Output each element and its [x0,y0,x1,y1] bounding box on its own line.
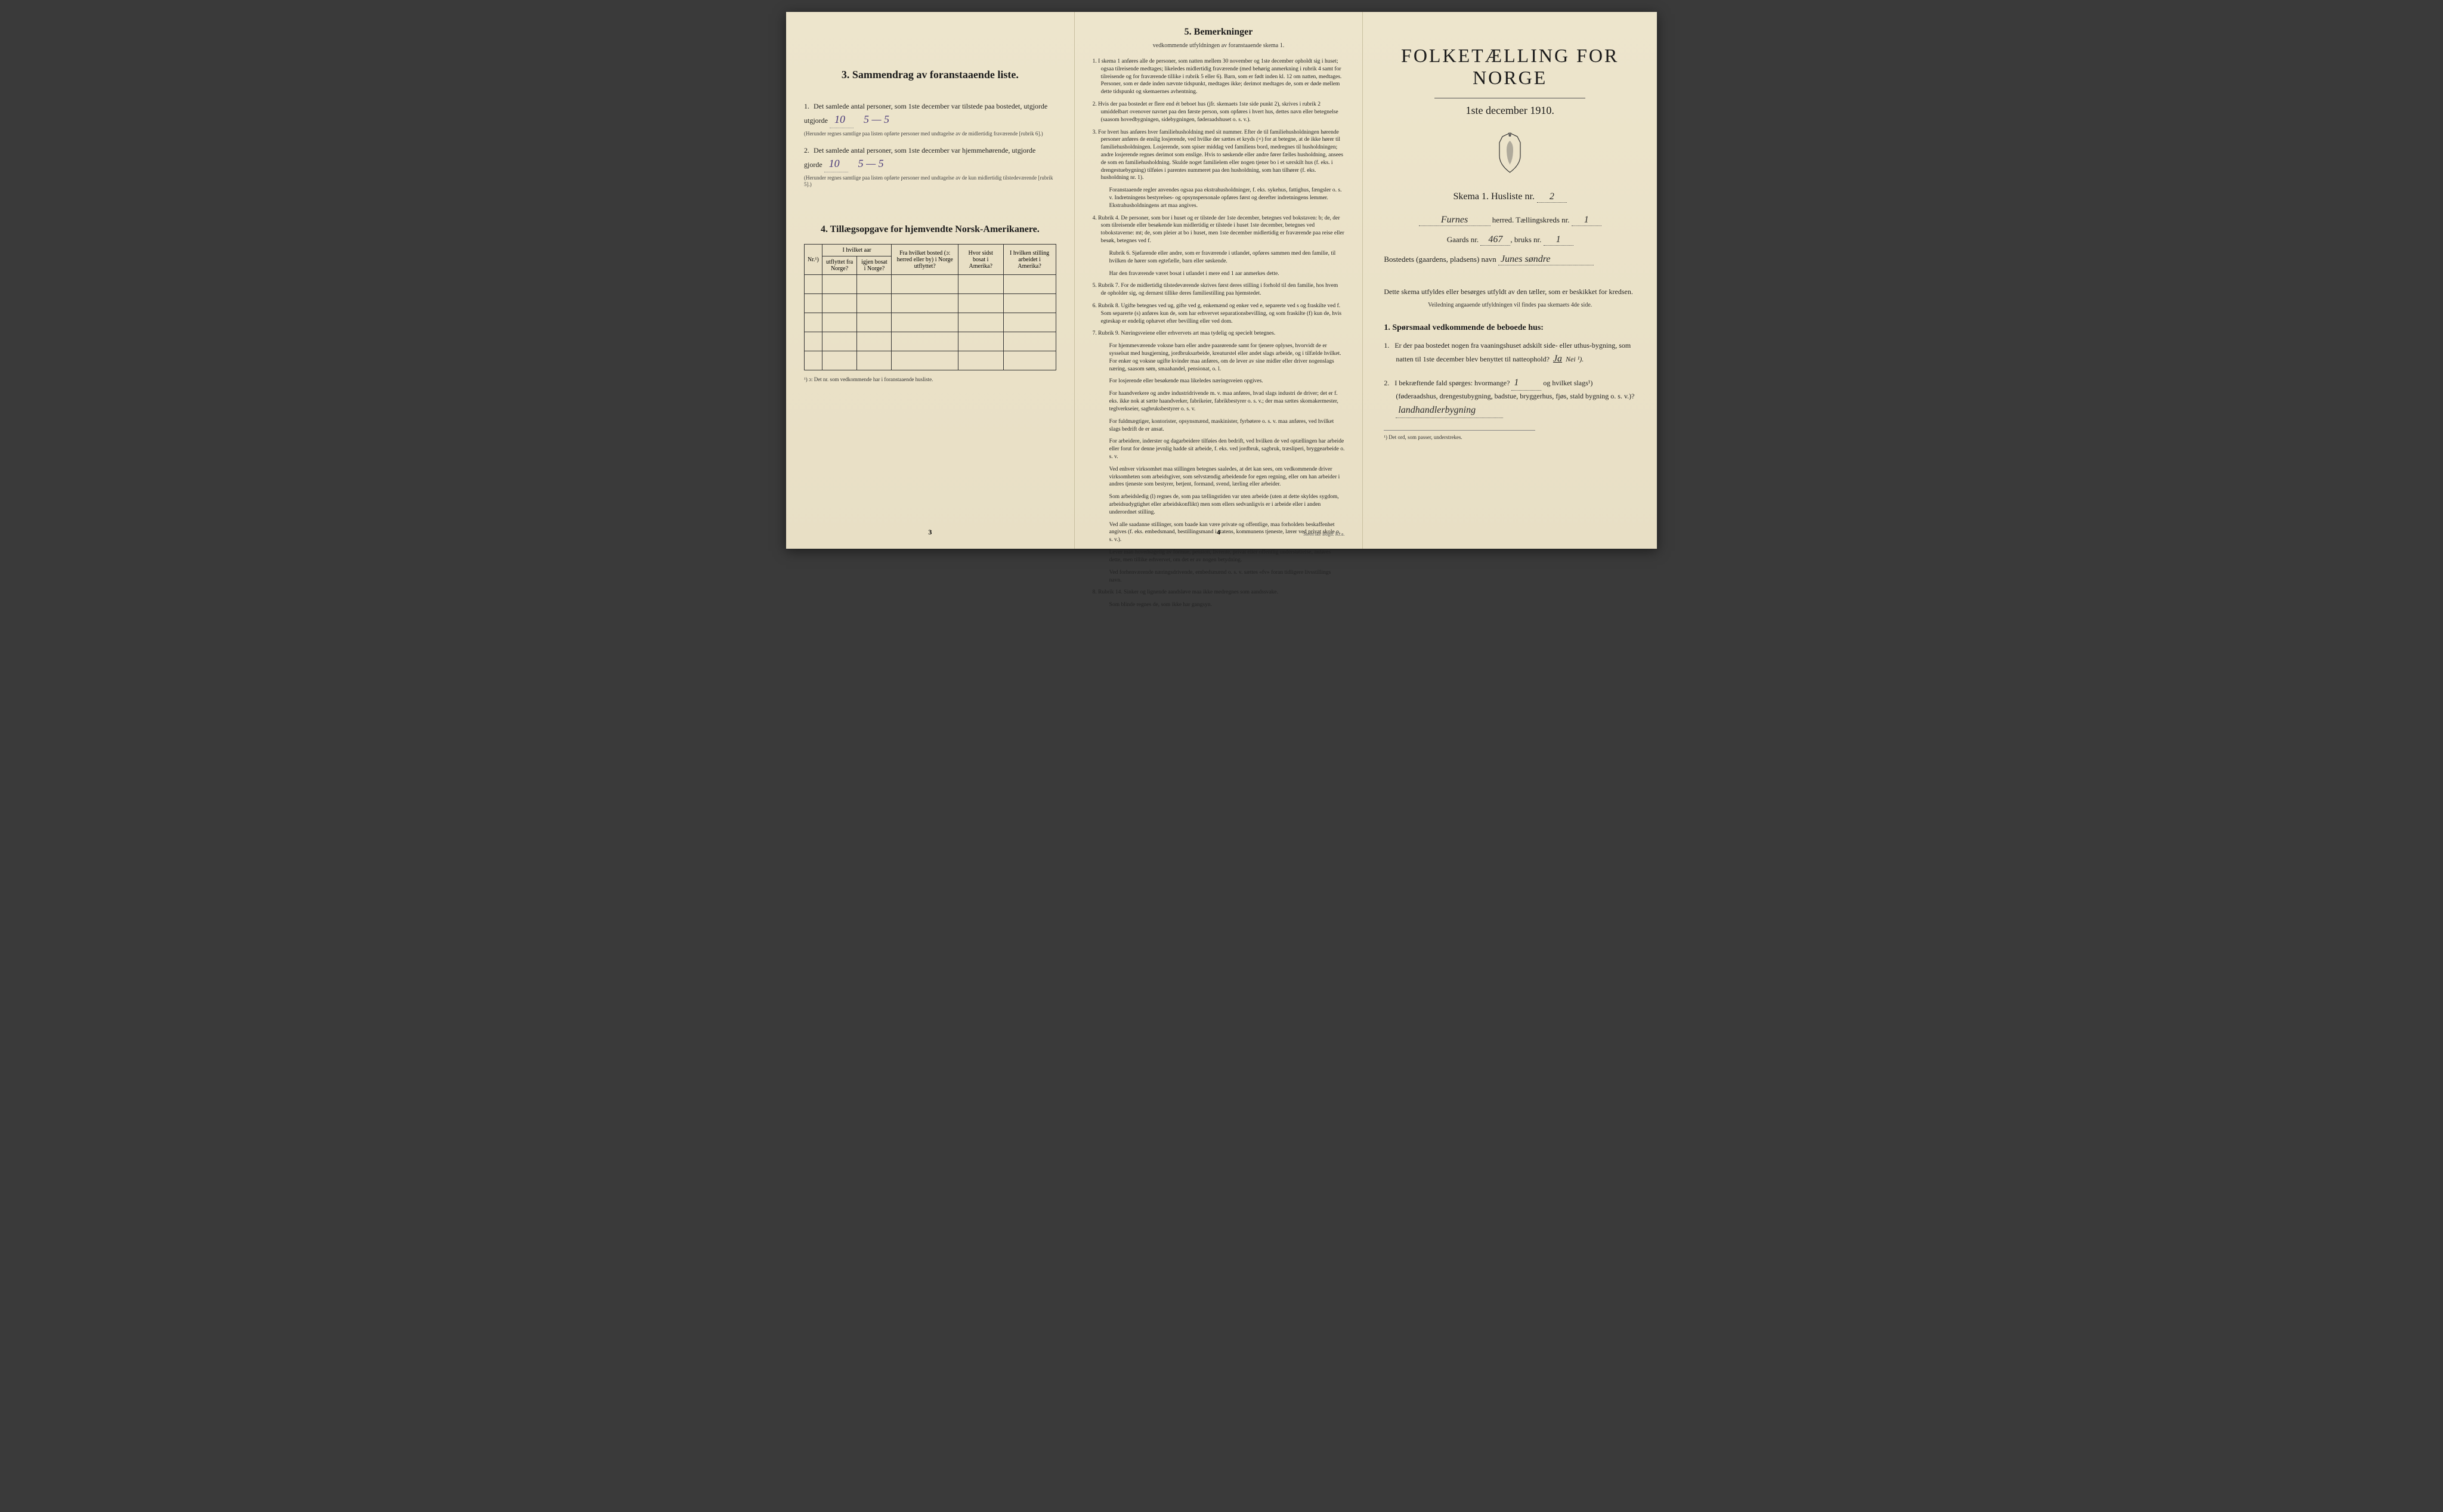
col-occupation: I hvilken stilling arbeidet i Amerika? [1003,245,1056,275]
remark-item: Har den fraværende været bosat i utlande… [1093,270,1345,278]
bosted-label: Bostedets (gaardens, pladsens) navn [1384,255,1496,264]
remark-item: 3. For hvert hus anføres hver familiehus… [1093,129,1345,183]
item-2: 2.Det samlede antal personer, som 1ste d… [804,145,1056,188]
remark-item: Foranstaaende regler anvendes ogsaa paa … [1093,187,1345,209]
table-footnote: ¹) ɔ: Det nr. som vedkommende har i fora… [804,376,1056,382]
col-returned: igjen bosat i Norge? [857,256,892,275]
herred-line: Furnes herred. Tællingskreds nr. 1 [1384,215,1636,226]
herred-value: Furnes [1419,215,1490,226]
remark-item: 2. Hvis der paa bostedet er flere end ét… [1093,101,1345,123]
instruction-small: Veiledning angaaende utfyldningen vil fi… [1384,302,1636,308]
bosted-line: Bostedets (gaardens, pladsens) navn June… [1384,254,1636,265]
gaard-line: Gaards nr. 467, bruks nr. 1 [1384,234,1636,246]
section-4: 4. Tillægsopgave for hjemvendte Norsk-Am… [804,224,1056,382]
gaard-label: Gaards nr. [1447,235,1479,244]
col-from: Fra hvilket bosted (ɔ: herred eller by) … [892,245,958,275]
item-2-note: (Herunder regnes samtlige paa listen opf… [804,175,1056,188]
instruction: Dette skema utfyldes eller besørges utfy… [1384,286,1636,297]
q2-count: 1 [1511,375,1541,391]
remarks-list: 1. I skema 1 anføres alle de personer, s… [1093,58,1345,609]
remark-item: 5. Rubrik 7. For de midlertidig tilstede… [1093,282,1345,298]
schema-line: Skema 1. Husliste nr. 2 [1384,191,1636,203]
table-row [805,351,1056,370]
item-1: 1.Det samlede antal personer, som 1ste d… [804,101,1056,138]
america-table: Nr.¹) I hvilket aar Fra hvilket bosted (… [804,244,1056,370]
page-number-4: 4 [1217,528,1220,537]
q2-text: I bekræftende fald spørges: hvormange? [1394,379,1510,387]
remark-item: For haandverkere og andre industridriven… [1093,390,1345,413]
table-row [805,275,1056,294]
remark-item: Lever man hovedsagelig av formue, pensio… [1093,549,1345,564]
q1-ja: Ja [1553,354,1562,364]
page-number-3: 3 [928,528,932,537]
question-2: 2.I bekræftende fald spørges: hvormange?… [1384,375,1636,418]
item-1-text: Det samlede antal personer, som 1ste dec… [814,102,1047,110]
remark-item: For arbeidere, inderster og dagarbeidere… [1093,438,1345,460]
col-emigrated: utflyttet fra Norge? [822,256,856,275]
item-1-correction: 5 — 5 [859,112,894,128]
husliste-nr: 2 [1537,191,1567,203]
panel-page-3: 3. Sammendrag av foranstaaende liste. 1.… [786,12,1075,549]
remark-item: 1. I skema 1 anføres alle de personer, s… [1093,58,1345,96]
q1-text: Er der paa bostedet nogen fra vaaningshu… [1394,341,1631,363]
table-row [805,332,1056,351]
remark-item: For hjemmeværende voksne barn eller andr… [1093,342,1345,373]
remark-item: Rubrik 6. Sjøfarende eller andre, som er… [1093,250,1345,265]
section-4-title: 4. Tillægsopgave for hjemvendte Norsk-Am… [804,224,1056,235]
question-1: 1.Er der paa bostedet nogen fra vaanings… [1384,340,1636,367]
remark-item: 6. Rubrik 8. Ugifte betegnes ved ug, gif… [1093,302,1345,325]
item-1-value: 10 [830,112,853,128]
kreds-nr: 1 [1572,215,1601,226]
question-header: 1. Spørsmaal vedkommende de beboede hus: [1384,323,1636,333]
census-date: 1ste december 1910. [1384,104,1636,117]
herred-label: herred. Tællingskreds nr. [1492,215,1570,224]
col-year-header: I hvilket aar [822,245,892,256]
table-row [805,294,1056,313]
schema-label: Skema 1. Husliste nr. [1453,191,1534,202]
table-row [805,313,1056,332]
remark-item: 4. Rubrik 4. De personer, som bor i huse… [1093,215,1345,245]
remark-item: 8. Rubrik 14. Sinker og lignende aandslø… [1093,589,1345,596]
col-nr: Nr.¹) [805,245,822,275]
q2-answer: landhandlerbygning [1396,403,1503,419]
section-3-title: 3. Sammendrag av foranstaaende liste. [804,69,1056,81]
remark-item: For losjerende eller besøkende maa likel… [1093,378,1345,385]
bosted-value: Junes søndre [1498,254,1594,265]
q1-nei: Nei ¹). [1566,355,1584,363]
bruk-nr: 1 [1544,234,1573,246]
item-2-correction: 5 — 5 [853,156,889,172]
census-document: 3. Sammendrag av foranstaaende liste. 1.… [786,12,1657,549]
remark-item: Ved enhver virksomhet maa stillingen bet… [1093,466,1345,488]
printer-mark: Steen'ske Bogtr. Kr.a. [1303,531,1344,537]
coat-of-arms-icon [1384,132,1636,177]
item-1-note: (Herunder regnes samtlige paa listen opf… [804,131,1056,138]
section-5-title: 5. Bemerkninger [1093,27,1345,38]
remark-item: Som arbeidsledig (l) regnes de, som paa … [1093,493,1345,516]
item-2-text: Det samlede antal personer, som 1ste dec… [814,146,1035,154]
col-where: Hvor sidst bosat i Amerika? [958,245,1003,275]
remark-item: For fuldmægtiger, kontorister, opsynsmæn… [1093,418,1345,434]
item-2-value: 10 [824,156,848,172]
footnote: ¹) Det ord, som passer, understrekes. [1384,430,1535,440]
panel-page-1: FOLKETÆLLING FOR NORGE 1ste december 191… [1363,12,1657,549]
remark-item: 7. Rubrik 9. Næringsveiene eller erhverv… [1093,330,1345,338]
bruk-label: bruks nr. [1514,235,1542,244]
remark-item: Som blinde regnes de, som ikke har gangs… [1093,601,1345,609]
gaard-nr: 467 [1480,234,1510,246]
panel-page-4: 5. Bemerkninger vedkommende utfyldningen… [1075,12,1363,549]
section-5-subtitle: vedkommende utfyldningen av foranstaaend… [1093,42,1345,49]
main-title: FOLKETÆLLING FOR NORGE [1384,45,1636,89]
remark-item: Ved forhenværende næringsdrivende, embed… [1093,569,1345,585]
